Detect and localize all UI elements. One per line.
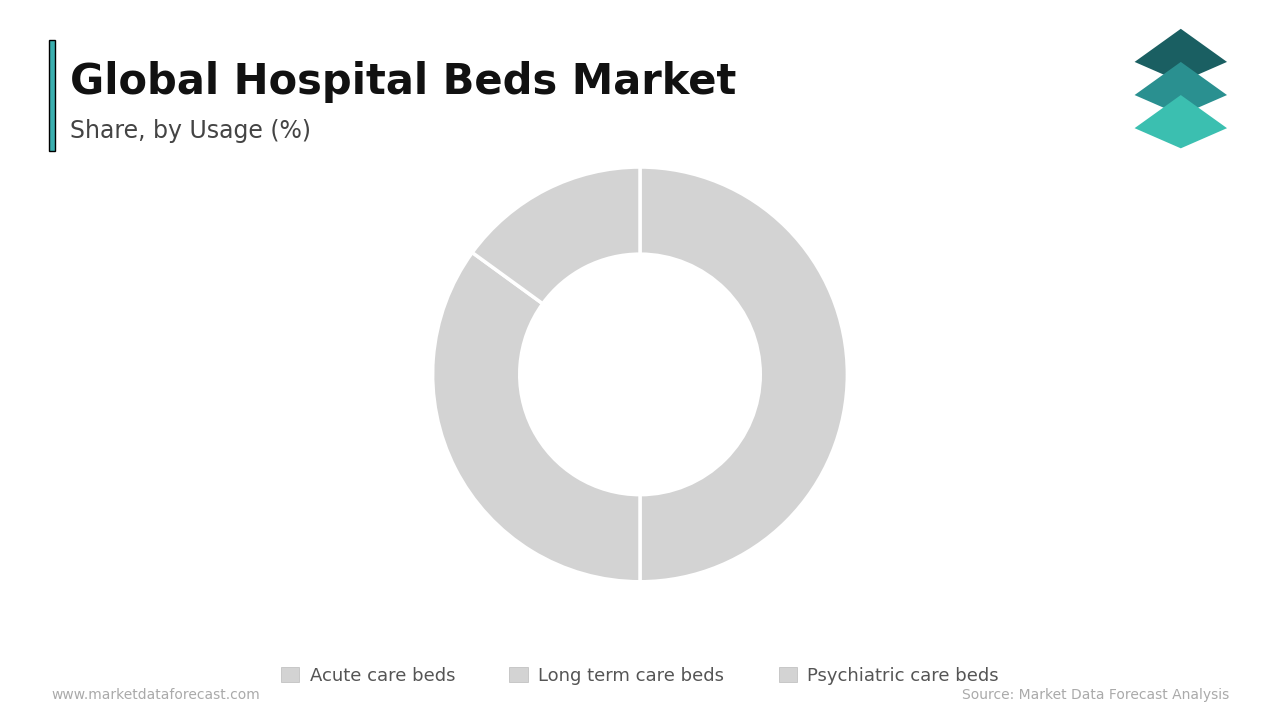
Wedge shape — [433, 253, 640, 582]
Text: Global Hospital Beds Market: Global Hospital Beds Market — [70, 61, 737, 103]
Legend: Acute care beds, Long term care beds, Psychiatric care beds: Acute care beds, Long term care beds, Ps… — [274, 660, 1006, 692]
Polygon shape — [1134, 29, 1228, 82]
Text: Source: Market Data Forecast Analysis: Source: Market Data Forecast Analysis — [961, 688, 1229, 702]
Polygon shape — [1134, 62, 1228, 115]
Text: Share, by Usage (%): Share, by Usage (%) — [70, 119, 311, 143]
Wedge shape — [640, 167, 847, 582]
Polygon shape — [1134, 95, 1228, 148]
Text: www.marketdataforecast.com: www.marketdataforecast.com — [51, 688, 260, 702]
Wedge shape — [472, 167, 640, 304]
